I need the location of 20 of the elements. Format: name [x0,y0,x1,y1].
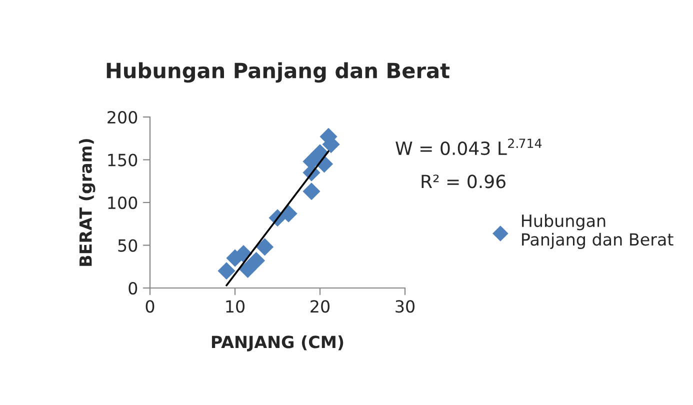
x-tick-label: 30 [396,300,414,313]
y-tick-label: 200 [108,110,138,124]
y-tick-label: 0 [128,282,138,295]
y-axis-title: BERAT (gram) [79,139,96,266]
legend-label: Hubungan Panjang dan Berat [522,214,674,249]
y-tick-label: 50 [118,239,138,252]
chart-title: Hubungan Panjang dan Berat [106,62,450,83]
x-tick-label: 10 [226,300,244,313]
x-tick-label: 20 [310,300,330,313]
point [247,252,266,270]
text: R² = 0.96 [422,174,506,188]
y-tick-label: 100 [108,196,138,210]
point [218,262,236,280]
x-axis-title: PANJANG (CM) [212,335,344,352]
annotation: W = 0.043 L$^{2.714}$ [396,138,542,156]
point [238,260,257,278]
point [256,238,274,256]
y-tick-label: 150 [108,154,138,166]
x-tick-label: 0 [146,300,154,313]
point [302,182,320,200]
